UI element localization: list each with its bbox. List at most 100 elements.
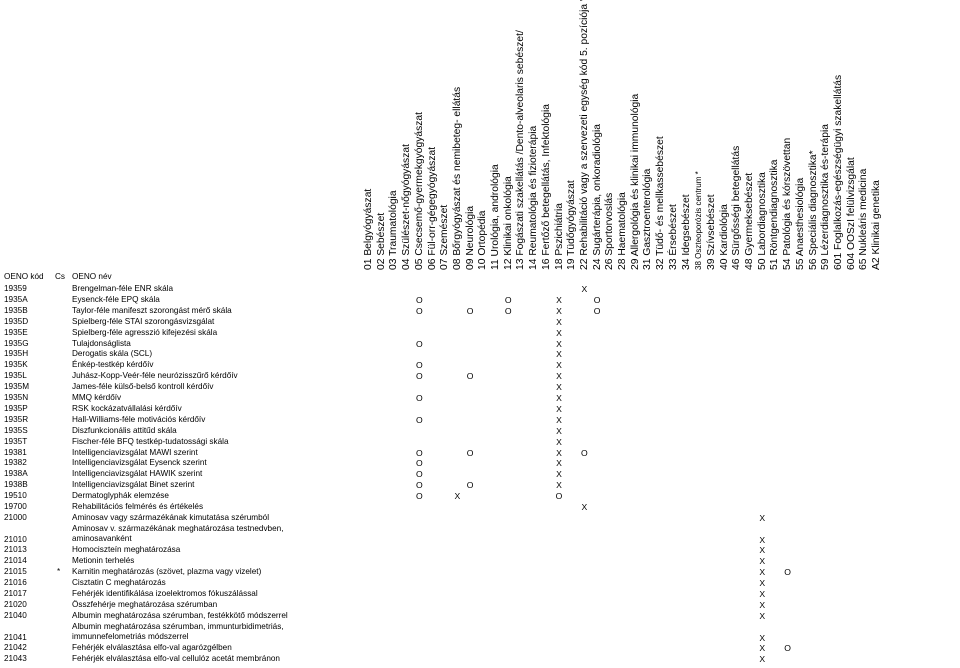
column-header: 18 Pszichiátria bbox=[553, 0, 566, 282]
row-mark: X bbox=[759, 632, 766, 643]
column-header-label: 18 Pszichiátria bbox=[553, 203, 565, 270]
column-header: 10 Ortopédia bbox=[476, 0, 489, 282]
row-code: 1935L bbox=[4, 371, 27, 381]
row-name: Intelligenciavizsgálat HAWIK szerint bbox=[72, 469, 203, 479]
column-header-label: 22 Rehabilitáció vagy a szervezeti egysé… bbox=[578, 0, 590, 270]
row-mark: X bbox=[759, 654, 766, 664]
column-header-label: 32 Tüdő- és mellkassebészet bbox=[655, 136, 667, 270]
header-oeno-nev: OENO név bbox=[72, 272, 112, 281]
column-header-label: 38 Oszteoporózis centrum * bbox=[694, 171, 704, 270]
row-mark: O bbox=[784, 643, 791, 654]
row-name: Taylor-féle manifeszt szorongást mérő sk… bbox=[72, 305, 232, 315]
column-header-label: 50 Labordiagnosztika bbox=[756, 172, 768, 270]
row-code: 19510 bbox=[4, 491, 27, 501]
row-name: Diszfunkcionális attitűd skála bbox=[72, 425, 177, 435]
row-mark: O bbox=[415, 414, 423, 425]
column-header-label: 28 Haematológia bbox=[617, 192, 628, 270]
row-name: Fehérjék identifikálása izoelektromos fó… bbox=[72, 588, 258, 598]
column-header: 28 Haematológia bbox=[616, 0, 629, 282]
column-header: 19 Tüdőgyógyászat bbox=[565, 0, 578, 282]
row-mark: X bbox=[556, 425, 562, 436]
column-header: 604 OOSzI felülvizsgálat bbox=[845, 0, 858, 282]
column-header: 05 Csecsemő-gyermekgyógyászat bbox=[413, 0, 426, 282]
column-header: 29 Allergológia és klinikai immunológia bbox=[629, 0, 642, 282]
row-mark: O bbox=[415, 491, 423, 502]
row-mark: O bbox=[415, 469, 423, 480]
row-name: Fehérjék elválasztása elfo-val agarózgél… bbox=[72, 643, 232, 653]
column-header-label: 54 Patológia és kórszövettan bbox=[782, 137, 794, 270]
row-cs-flag: * bbox=[57, 567, 61, 577]
column-header-label: 29 Allergológia és klinikai immunológia bbox=[629, 93, 641, 270]
column-header: 32 Tüdő- és mellkassebészet bbox=[654, 0, 667, 282]
row-code: 1935R bbox=[4, 414, 29, 424]
row-mark: O bbox=[593, 294, 601, 305]
row-name: Spielberg-féle agresszió kifejezési skál… bbox=[72, 327, 218, 337]
row-code: 1935S bbox=[4, 425, 28, 435]
column-header-label: 31 Gasztroenterológia bbox=[642, 168, 654, 270]
row-code: 21010 bbox=[4, 534, 27, 544]
row-mark: X bbox=[556, 436, 562, 447]
column-header-label: 26 Sportorvoslás bbox=[604, 192, 616, 270]
row-mark: O bbox=[415, 360, 423, 371]
row-mark: X bbox=[556, 316, 562, 327]
column-header-label: 05 Csecsemő-gyermekgyógyászat bbox=[413, 112, 425, 270]
row-mark: O bbox=[504, 294, 512, 305]
column-header: A2 Klinikai genetika bbox=[870, 0, 883, 282]
row-name: Rehabilitációs felmérés és értékelés bbox=[72, 502, 204, 511]
row-name: Albumin meghatározása szérumban, festékk… bbox=[72, 610, 288, 620]
row-name: Spielberg-féle STAI szorongásvizsgálat bbox=[72, 316, 215, 326]
row-mark: X bbox=[759, 545, 766, 556]
row-mark: O bbox=[415, 458, 423, 469]
row-code: 1935E bbox=[4, 327, 28, 337]
row-mark: O bbox=[415, 393, 423, 403]
column-header-label: 14 Reumatológia és fizioterápia bbox=[528, 125, 540, 270]
column-header: 08 Bőrgyógyászat és nemibeteg- ellátás bbox=[451, 0, 464, 282]
row-code: 21020 bbox=[4, 599, 27, 609]
row-code: 21016 bbox=[4, 578, 27, 587]
column-header-label: 16 Fertőző betegellátás, Infektológia bbox=[540, 103, 552, 270]
row-code: 1935B bbox=[4, 305, 28, 315]
column-header: 02 Sebészet bbox=[375, 0, 388, 282]
row-name: Tulajdonságlista bbox=[72, 338, 131, 348]
row-mark: O bbox=[415, 338, 423, 349]
column-header-label: 51 Röntgendiagnosztika bbox=[769, 159, 781, 271]
row-code: 1935K bbox=[4, 360, 28, 370]
row-mark: O bbox=[466, 305, 474, 316]
row-code: 19382 bbox=[4, 458, 27, 468]
row-name: Intelligenciavizsgálat Binet szerint bbox=[72, 480, 195, 490]
row-mark: O bbox=[415, 447, 423, 458]
row-name: Énkép-testkép kérdőív bbox=[72, 360, 154, 370]
row-name: Intelligenciavizsgálat Eysenck szerint bbox=[72, 458, 207, 468]
row-name: Albumin meghatározása szérumban, immuntu… bbox=[72, 621, 284, 641]
row-code: 1935D bbox=[4, 316, 29, 326]
row-code: 1935H bbox=[4, 349, 29, 359]
row-mark: O bbox=[466, 480, 474, 491]
row-mark: X bbox=[759, 556, 766, 567]
column-header-label: 19 Tüdőgyógyászat bbox=[566, 180, 578, 270]
row-mark: O bbox=[415, 294, 423, 305]
row-mark: X bbox=[759, 578, 766, 588]
row-name: Derogatis skála (SCL) bbox=[72, 349, 153, 359]
row-mark: O bbox=[784, 567, 791, 578]
column-header: 01 Belgyógyászat bbox=[362, 0, 375, 282]
row-mark: X bbox=[759, 534, 766, 545]
row-mark: X bbox=[556, 338, 562, 349]
column-header-label: 40 Kardiológia bbox=[718, 204, 730, 270]
column-header: 31 Gasztroenterológia bbox=[641, 0, 654, 282]
row-mark: X bbox=[759, 610, 766, 621]
column-header: 24 Sugárterápia, onkoradiológia bbox=[591, 0, 604, 282]
column-header: 06 Fül-orr-gégegyógyászat bbox=[426, 0, 439, 282]
row-name: Metionin terhelés bbox=[72, 556, 135, 566]
row-mark: X bbox=[759, 567, 766, 578]
column-header-label: 604 OOSzI felülvizsgálat bbox=[845, 157, 857, 270]
row-mark: X bbox=[581, 502, 588, 512]
row-mark: O bbox=[466, 371, 474, 382]
column-header: 46 Sürgősségi betegellátás bbox=[730, 0, 743, 282]
column-header: 38 Oszteoporózis centrum * bbox=[692, 0, 705, 282]
row-mark: X bbox=[759, 588, 766, 599]
row-mark: O bbox=[415, 305, 423, 316]
row-name: Cisztatin C meghatározás bbox=[72, 578, 166, 587]
column-header-label: 33 Érsebészet bbox=[667, 204, 679, 270]
column-header: 07 Szemészet bbox=[438, 0, 451, 282]
column-header-label: 10 Ortopédia bbox=[477, 210, 489, 270]
